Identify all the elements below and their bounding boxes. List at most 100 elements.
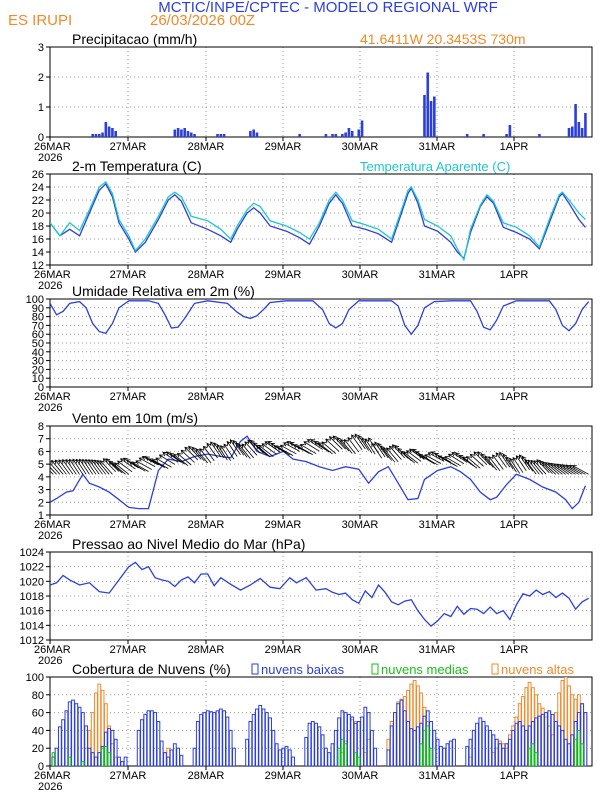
panel-title: Precipitacao (mm/h) [72, 31, 197, 47]
wind-arrowhead [72, 458, 77, 464]
y-tick-label: 30 [32, 356, 44, 368]
cloud-bar-low [478, 717, 483, 766]
wind-arrowhead [114, 462, 119, 468]
cloud-bar-low [245, 738, 249, 766]
cloud-bar-low [278, 749, 282, 766]
cloud-bar-mid [353, 752, 358, 766]
wind-vector [85, 459, 97, 475]
x-tick-label: 28MAR [188, 770, 225, 782]
wind-arrowhead [180, 449, 186, 455]
wind-arrowhead [527, 459, 533, 465]
y-tick-label: 2 [38, 497, 44, 509]
x-tick-label: 26MAR [34, 519, 71, 531]
wind-arrowhead [343, 439, 349, 444]
wind-arrowhead [169, 453, 175, 458]
wind-arrowhead [122, 457, 128, 463]
cloud-bar-low [156, 721, 161, 766]
y-tick-label: 1016 [20, 606, 44, 618]
wind-arrowhead [484, 455, 490, 461]
precip-bar [186, 131, 190, 137]
wind-arrowhead [317, 442, 323, 447]
cloud-bar-low [360, 716, 364, 766]
wind-vector [132, 462, 149, 472]
wind-arrowhead [135, 460, 141, 465]
wind-vector [318, 442, 333, 455]
wind-arrowhead [499, 451, 504, 457]
temp-legend: Temperatura Aparente (C) [360, 159, 510, 174]
wind-arrowhead [138, 457, 144, 462]
wind-arrowhead [325, 438, 330, 444]
precip-bar [423, 95, 426, 137]
plot-area [91, 72, 587, 137]
cloud-bar-low [212, 712, 217, 766]
precip-bar [341, 134, 344, 137]
cloud-bar-low [475, 722, 479, 766]
x-tick-label: 1APR [500, 269, 529, 281]
cloud-bar-low [465, 745, 470, 766]
wind-arrowhead [488, 456, 493, 461]
y-tick-label: 70 [32, 320, 44, 332]
wind-vector [111, 462, 126, 475]
wind-vector [533, 460, 547, 475]
wind-arrowhead [572, 465, 577, 470]
x-tick-label: 1APR [500, 644, 529, 656]
wind-vector [247, 439, 261, 454]
wind-arrowhead [430, 451, 436, 456]
wind-arrowhead [380, 445, 385, 451]
y-tick-label: 60 [32, 708, 44, 720]
plot-area [50, 561, 590, 627]
wind-vector [173, 454, 189, 467]
wind-vector [451, 452, 468, 463]
cloud-bar-mid [337, 747, 341, 766]
cloud-bar-low [143, 713, 148, 766]
wind-arrowhead [492, 454, 497, 460]
cloud-bar-low [442, 747, 447, 766]
wind-vector [54, 459, 67, 475]
wind-vector [188, 446, 202, 460]
wind-arrowhead [176, 452, 182, 458]
wind-vector [351, 434, 363, 450]
wind-vector [515, 455, 527, 471]
wind-arrowhead [145, 456, 150, 461]
x-tick-label: 29MAR [265, 519, 302, 531]
wind-vector [377, 443, 389, 459]
wind-arrowhead [502, 453, 507, 459]
wind-arrowhead [276, 446, 282, 451]
cloud-bar-low [169, 749, 174, 766]
wind-vector [519, 454, 530, 471]
wind-arrowhead [440, 457, 446, 462]
cloud-bar-low [248, 721, 253, 766]
wind-vector [400, 451, 415, 464]
x-tick-label: 27MAR [110, 141, 147, 153]
precip-bar [252, 129, 255, 137]
wind-vector [148, 458, 166, 469]
precip-bar [249, 131, 252, 137]
wind-arrowhead [165, 451, 171, 456]
precip-bar [298, 134, 301, 137]
wind-arrowhead [50, 461, 52, 463]
wind-arrowhead [289, 442, 295, 447]
cloud-bar-low [448, 740, 453, 766]
wind-vector [522, 456, 534, 472]
x-tick-label: 1APR [500, 770, 529, 782]
precip-bar [426, 72, 430, 137]
precip-bar [433, 96, 436, 137]
wind-arrowhead [354, 433, 359, 439]
cloud-bar-low [435, 738, 440, 766]
wind-arrowhead [383, 447, 388, 453]
precip-bar [577, 122, 581, 137]
wind-vector [79, 459, 90, 475]
wind-vector [560, 464, 576, 475]
wind-vector [383, 447, 396, 463]
x-tick-label: 31MAR [419, 141, 456, 153]
wind-arrowhead [361, 437, 366, 443]
wind-arrowhead [412, 448, 417, 454]
wind-vector [195, 448, 208, 464]
x-tick-label: 26MAR [34, 391, 71, 403]
wind-arrowhead [279, 444, 285, 449]
wind-vector [50, 466, 57, 475]
cloud-bar-low [209, 711, 213, 766]
wind-vector [120, 458, 136, 470]
y-tick-label: 10 [32, 373, 44, 385]
cloud-bar-low [327, 752, 332, 766]
